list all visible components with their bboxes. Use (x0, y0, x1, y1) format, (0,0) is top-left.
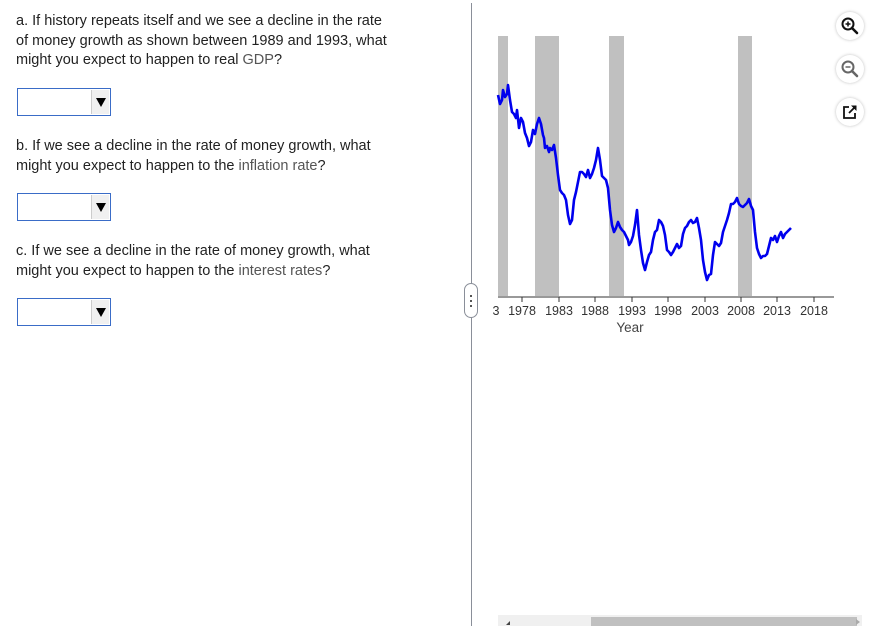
question-a-text: might you expect to happen to real (16, 52, 243, 68)
answer-b-dropdown[interactable] (17, 193, 111, 221)
term-inflation-rate[interactable]: inflation rate (238, 157, 318, 174)
popout-icon (843, 105, 857, 119)
scrollbar-thumb[interactable] (591, 617, 857, 626)
dropdown-arrow-button[interactable] (91, 195, 109, 219)
chevron-down-icon (95, 202, 106, 212)
chevron-down-icon (95, 97, 106, 107)
question-a: a. If history repeats itself and we see … (16, 12, 387, 71)
question-a-line2: of money growth as shown between 1989 an… (16, 32, 387, 49)
question-c-line1: c. If we see a decline in the rate of mo… (16, 243, 370, 259)
tick-1983: 1983 (545, 304, 573, 318)
money-growth-line (496, 83, 792, 282)
scroll-right-arrow-icon[interactable] (856, 619, 860, 625)
recession-shading (498, 36, 752, 296)
zoom-out-icon (841, 60, 859, 78)
grip-dot (470, 299, 472, 302)
tick-1978: 1978 (508, 304, 536, 318)
grip-dot (470, 294, 472, 297)
question-b-text: might you expect to happen to the (16, 157, 239, 174)
tick-2013: 2013 (763, 304, 791, 318)
question-c: c. If we see a decline in the rate of mo… (16, 242, 370, 281)
term-interest-rates[interactable]: interest rates (238, 262, 323, 279)
pane-resize-handle[interactable] (464, 283, 478, 318)
scroll-left-arrow-icon[interactable] (506, 621, 510, 625)
question-c-line2: might you expect to happen to the intere… (16, 262, 370, 282)
term-gdp[interactable]: GDP (242, 52, 274, 68)
question-c-text: might you expect to happen to the (16, 262, 239, 279)
question-a-suffix: ? (273, 52, 283, 68)
answer-a-dropdown[interactable] (17, 88, 111, 116)
tick-2008: 2008 (727, 304, 755, 318)
question-a-line1: a. If history repeats itself and we see … (16, 13, 382, 29)
tick-1998: 1998 (654, 304, 682, 318)
tick-partial: 3 (493, 304, 500, 318)
question-b: b. If we see a decline in the rate of mo… (16, 137, 371, 176)
popout-button[interactable] (836, 98, 864, 126)
answer-c-dropdown[interactable] (17, 298, 111, 326)
tick-1988: 1988 (581, 304, 609, 318)
chevron-down-icon (95, 307, 106, 317)
question-c-suffix: ? (322, 262, 331, 279)
horizontal-scrollbar[interactable] (498, 615, 862, 626)
dropdown-arrow-button[interactable] (91, 90, 109, 114)
grip-dot (470, 304, 472, 307)
zoom-in-button[interactable] (836, 12, 864, 40)
tick-1993: 1993 (618, 304, 646, 318)
x-axis-title: Year (616, 320, 644, 335)
money-growth-chart: 3 1978 1983 1988 1993 1998 2003 2008 201… (493, 36, 834, 335)
question-b-line2: might you expect to happen to the inflat… (16, 157, 371, 177)
zoom-out-button[interactable] (836, 55, 864, 83)
x-axis-ticks (521, 297, 815, 302)
tick-2018: 2018 (800, 304, 828, 318)
dropdown-arrow-button[interactable] (91, 300, 109, 324)
x-axis-labels: 3 1978 1983 1988 1993 1998 2003 2008 201… (493, 304, 828, 318)
tick-2003: 2003 (691, 304, 719, 318)
question-b-suffix: ? (317, 157, 326, 174)
question-b-line1: b. If we see a decline in the rate of mo… (16, 138, 371, 154)
zoom-in-icon (841, 17, 859, 35)
question-a-line3: might you expect to happen to real GDP? (16, 51, 387, 71)
